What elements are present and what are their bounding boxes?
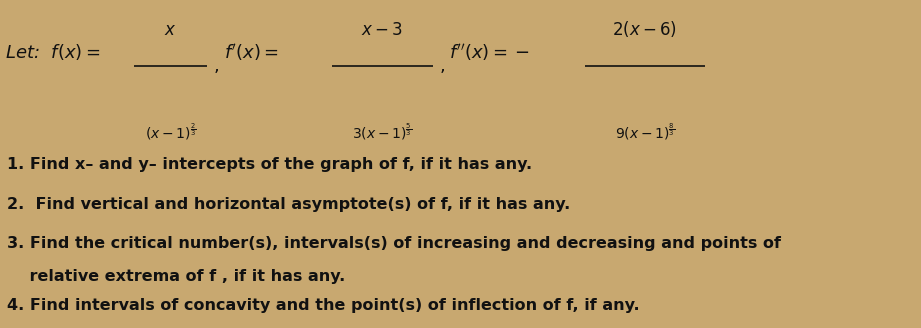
Text: $x$: $x$ <box>164 21 177 39</box>
Text: 2.  Find vertical and horizontal asymptote(s) of f, if it has any.: 2. Find vertical and horizontal asymptot… <box>7 197 571 212</box>
Text: $f'(x) =$: $f'(x) =$ <box>224 42 279 63</box>
Text: $(x-1)^{\frac{2}{3}}$: $(x-1)^{\frac{2}{3}}$ <box>145 121 196 142</box>
Text: $3(x-1)^{\frac{5}{3}}$: $3(x-1)^{\frac{5}{3}}$ <box>352 121 413 142</box>
Text: Let:  $f(x)=$: Let: $f(x)=$ <box>5 43 100 62</box>
Text: $f''(x) = -$: $f''(x) = -$ <box>449 42 530 63</box>
Text: 1. Find x– and y– intercepts of the graph of f, if it has any.: 1. Find x– and y– intercepts of the grap… <box>7 157 532 173</box>
Text: $2(x - 6)$: $2(x - 6)$ <box>612 19 677 39</box>
Text: 4. Find intervals of concavity and the point(s) of inflection of f, if any.: 4. Find intervals of concavity and the p… <box>7 298 640 314</box>
Text: $9(x-1)^{\frac{8}{3}}$: $9(x-1)^{\frac{8}{3}}$ <box>614 121 675 142</box>
Text: ,: , <box>439 57 445 74</box>
Text: relative extrema of f , if it has any.: relative extrema of f , if it has any. <box>7 269 345 284</box>
Text: 3. Find the critical number(s), intervals(s) of increasing and decreasing and po: 3. Find the critical number(s), interval… <box>7 236 781 251</box>
Text: ,: , <box>214 57 219 74</box>
Text: $x - 3$: $x - 3$ <box>361 21 403 39</box>
